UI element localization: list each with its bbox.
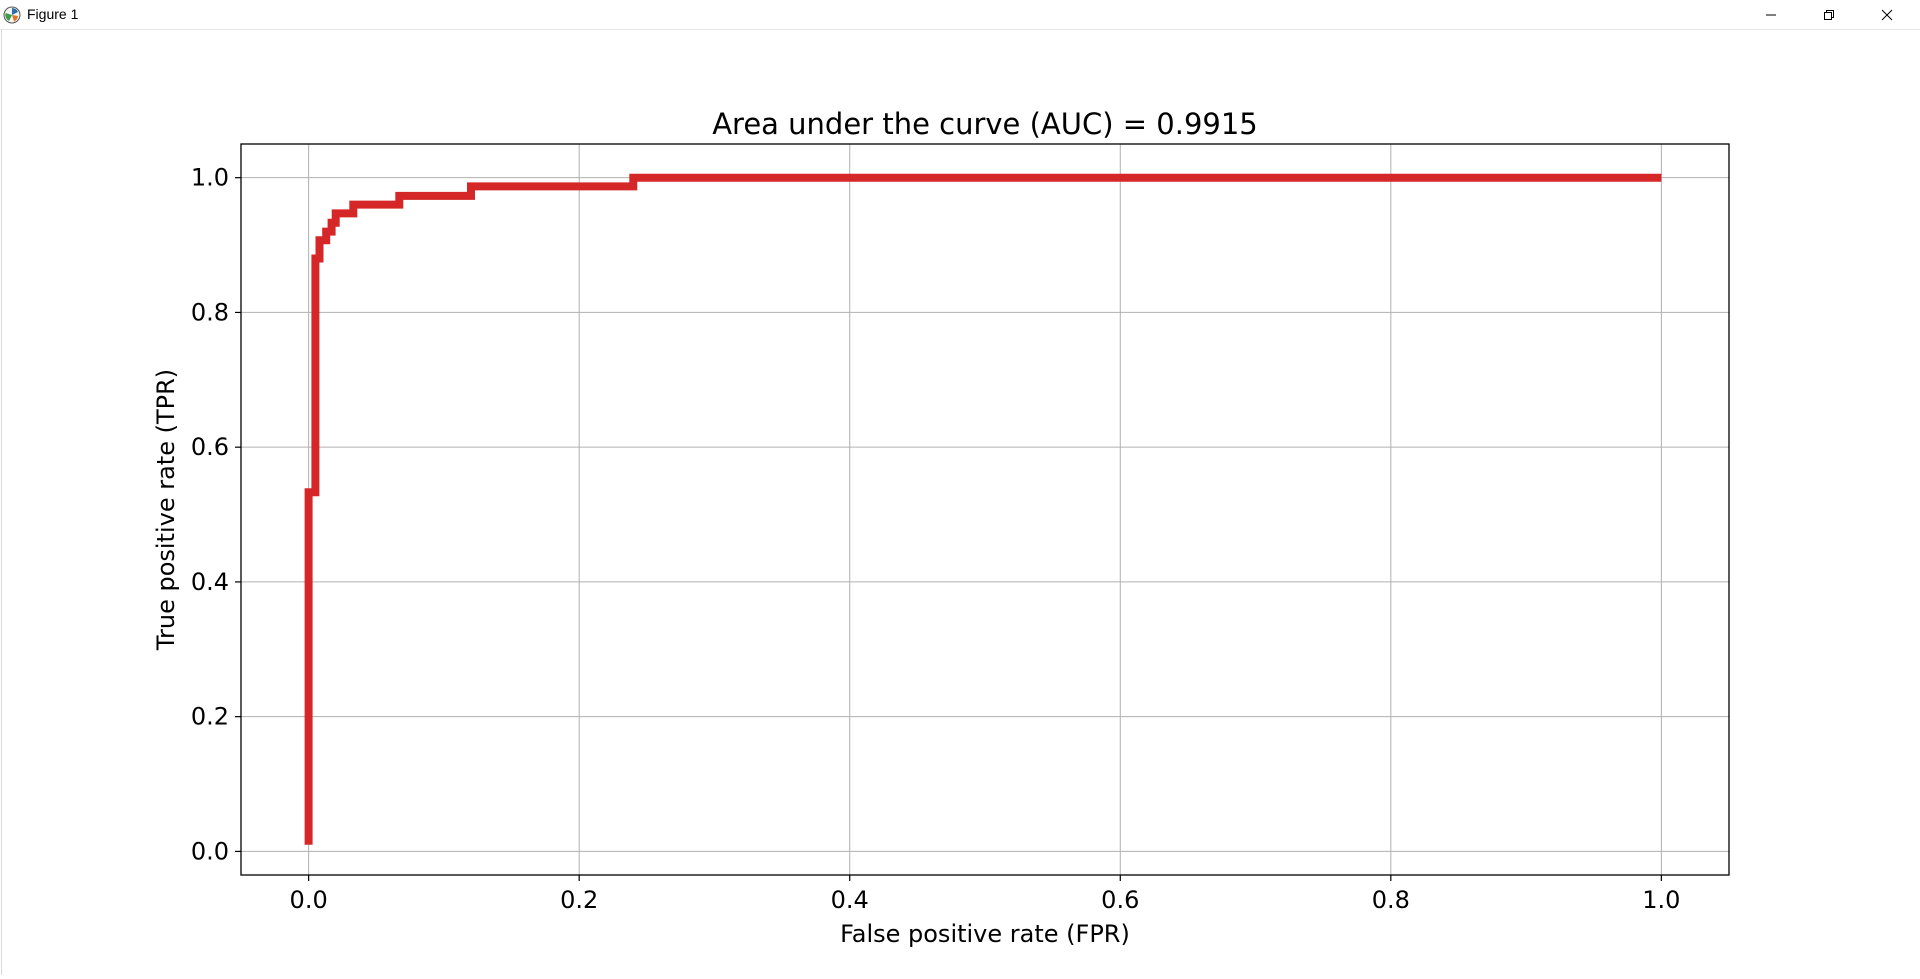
x-tick-label: 0.8 xyxy=(1372,886,1410,914)
restore-button[interactable] xyxy=(1800,0,1858,29)
title-bar[interactable]: Figure 1 xyxy=(0,0,1920,30)
chart-title: Area under the curve (AUC) = 0.9915 xyxy=(712,107,1258,141)
x-tick-label: 0.4 xyxy=(831,886,869,914)
axes-frame xyxy=(240,143,1730,876)
x-tick-label: 1.0 xyxy=(1642,886,1680,914)
x-tick-label: 0.6 xyxy=(1101,886,1139,914)
x-tick-label: 0.2 xyxy=(560,886,598,914)
matplotlib-icon xyxy=(3,6,21,24)
restore-icon xyxy=(1824,9,1834,20)
y-tick-label: 0.2 xyxy=(191,703,229,731)
series-layer xyxy=(304,173,1662,845)
ticks: 0.0 0.2 0.4 0.6 0.8 1.0 0.0 0.2 0.4 0.6 0.8 1.0 xyxy=(191,164,1681,914)
window-title: Figure 1 xyxy=(27,6,79,22)
close-icon xyxy=(1881,9,1893,20)
minimize-icon xyxy=(1766,14,1776,15)
grid xyxy=(241,144,1729,875)
x-tick-label: 0.0 xyxy=(290,886,328,914)
y-tick-label: 0.0 xyxy=(191,837,229,865)
minimize-button[interactable] xyxy=(1742,0,1800,29)
x-axis-label: False positive rate (FPR) xyxy=(840,920,1130,948)
y-tick-label: 0.4 xyxy=(191,568,229,596)
y-tick-label: 0.6 xyxy=(191,433,229,461)
close-button[interactable] xyxy=(1858,0,1916,29)
roc-curve-line xyxy=(304,173,1662,845)
figure-canvas[interactable]: 0.0 0.2 0.4 0.6 0.8 1.0 0.0 0.2 0.4 0.6 0.8 1.0 Are… xyxy=(1,30,1920,975)
y-tick-label: 0.8 xyxy=(191,298,229,326)
roc-chart: 0.0 0.2 0.4 0.6 0.8 1.0 0.0 0.2 0.4 0.6 0.8 1.0 Are… xyxy=(152,107,1730,948)
y-axis-label: True positive rate (TPR) xyxy=(152,369,180,651)
y-tick-label: 1.0 xyxy=(191,164,229,192)
